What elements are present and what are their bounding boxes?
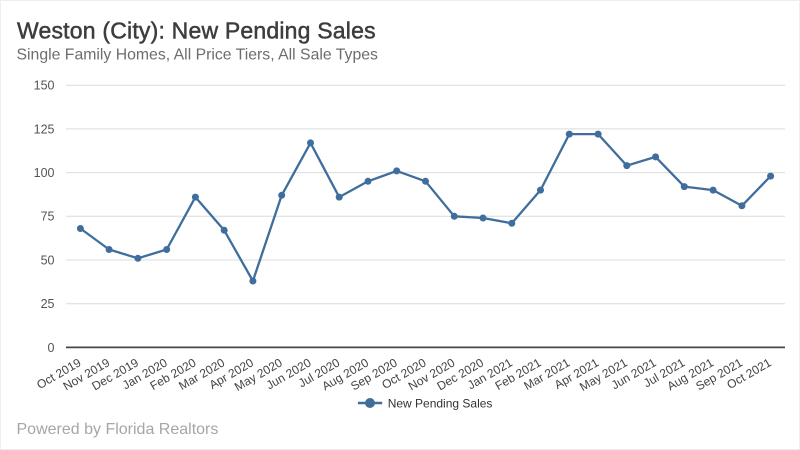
- svg-text:150: 150: [34, 79, 55, 93]
- svg-text:Weston (City): New Pending Sal: Weston (City): New Pending Sales: [17, 18, 376, 44]
- svg-text:0: 0: [48, 341, 55, 355]
- svg-text:New Pending Sales: New Pending Sales: [388, 397, 493, 411]
- svg-text:75: 75: [41, 210, 55, 224]
- svg-text:100: 100: [34, 166, 55, 180]
- svg-text:Powered by Florida Realtors: Powered by Florida Realtors: [17, 421, 219, 438]
- svg-text:50: 50: [41, 253, 55, 267]
- svg-text:Single Family Homes, All Price: Single Family Homes, All Price Tiers, Al…: [17, 47, 379, 64]
- svg-text:125: 125: [34, 122, 55, 136]
- svg-text:25: 25: [41, 297, 55, 311]
